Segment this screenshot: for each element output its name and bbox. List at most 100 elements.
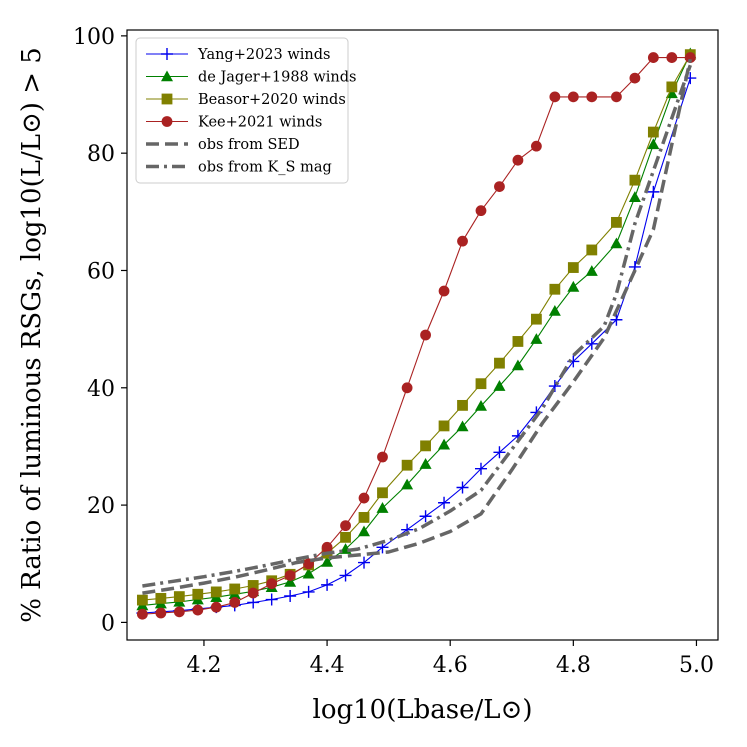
y-tick-label: 60 xyxy=(87,259,115,284)
data-point-square xyxy=(229,583,241,595)
data-point-square xyxy=(647,126,659,138)
data-point-triangle xyxy=(511,359,524,371)
legend-box xyxy=(135,37,349,184)
data-point-circle xyxy=(457,235,468,247)
data-point-circle xyxy=(512,154,524,166)
data-point-square xyxy=(611,216,622,228)
data-point-square xyxy=(567,262,579,273)
data-point-circle xyxy=(401,382,413,394)
x-tick-label: 4.8 xyxy=(556,653,591,678)
data-point-plus xyxy=(438,496,451,509)
x-tick-label: 4.2 xyxy=(186,653,221,678)
data-point-square xyxy=(475,378,487,390)
data-point-square xyxy=(420,440,431,452)
data-point-triangle xyxy=(161,70,173,82)
data-point-triangle xyxy=(321,555,334,567)
y-tick-label: 40 xyxy=(87,377,115,402)
data-point-plus xyxy=(419,510,432,523)
legend-label: obs from SED xyxy=(198,137,300,153)
data-point-circle xyxy=(192,604,204,616)
data-point-plus xyxy=(161,48,173,60)
data-point-circle xyxy=(321,541,333,553)
data-point-triangle xyxy=(376,502,389,513)
data-point-circle xyxy=(229,597,241,608)
data-point-triangle xyxy=(474,399,487,411)
data-point-square xyxy=(586,244,598,256)
data-point-square xyxy=(457,399,468,411)
data-point-triangle xyxy=(628,191,641,202)
data-point-plus xyxy=(474,462,487,475)
data-point-circle xyxy=(684,52,696,63)
data-point-circle xyxy=(340,520,351,532)
x-tick-label: 4.6 xyxy=(433,653,468,678)
data-point-triangle xyxy=(585,265,598,276)
data-point-square xyxy=(530,313,542,325)
data-point-plus xyxy=(302,585,315,598)
x-axis: 4.2 4.4 4.6 4.8 5.0 xyxy=(186,640,714,678)
legend: Yang+2023 winds de Jager+1988 winds Beasor… xyxy=(135,37,357,184)
data-point-square xyxy=(666,81,678,93)
data-point-triangle xyxy=(567,280,580,292)
y-tick-label: 80 xyxy=(87,142,115,167)
data-point-square xyxy=(549,283,561,295)
data-point-square xyxy=(136,594,148,606)
data-point-triangle xyxy=(456,420,469,432)
series-beasor-2020-winds xyxy=(136,49,696,606)
data-point-triangle xyxy=(302,567,315,579)
data-point-circle xyxy=(475,205,487,217)
data-point-square xyxy=(161,93,173,105)
data-point-circle xyxy=(358,492,370,504)
data-point-plus xyxy=(284,590,297,603)
data-point-triangle xyxy=(647,138,660,150)
data-point-plus xyxy=(358,556,371,569)
series-kee-2021-winds xyxy=(136,52,696,620)
x-axis-title: log10(Lbase/L⊙) xyxy=(313,695,533,725)
data-point-square xyxy=(210,586,222,598)
x-tick-label: 4.4 xyxy=(310,653,345,678)
data-point-square xyxy=(401,459,413,471)
data-point-plus xyxy=(265,593,278,606)
data-point-circle xyxy=(567,91,579,103)
data-point-circle xyxy=(247,587,259,599)
data-point-triangle xyxy=(401,478,414,490)
series-line xyxy=(142,64,692,588)
data-point-square xyxy=(438,420,450,432)
series-obs-from-k-s-mag xyxy=(142,64,692,588)
data-point-square xyxy=(494,357,505,369)
data-point-circle xyxy=(586,91,598,103)
data-point-triangle xyxy=(419,458,432,469)
data-point-circle xyxy=(530,140,542,152)
data-point-square xyxy=(192,588,204,600)
y-tick-label: 20 xyxy=(87,494,115,519)
data-point-circle xyxy=(494,181,505,193)
legend-label: Kee+2021 winds xyxy=(198,115,322,131)
data-point-plus xyxy=(339,569,352,582)
y-axis: 0 20 40 60 80 100 xyxy=(73,25,127,636)
y-tick-label: 100 xyxy=(73,25,115,50)
data-point-square xyxy=(247,580,259,591)
data-point-circle xyxy=(438,285,450,297)
data-point-plus xyxy=(493,446,506,459)
legend-label: Yang+2023 winds xyxy=(197,47,330,63)
data-point-plus xyxy=(647,185,660,198)
data-point-circle xyxy=(173,606,185,618)
legend-label: de Jager+1988 winds xyxy=(198,70,357,86)
data-point-triangle xyxy=(284,575,297,587)
data-point-plus xyxy=(321,578,334,591)
data-point-square xyxy=(512,336,524,347)
data-point-square xyxy=(629,174,641,186)
data-point-circle xyxy=(666,52,678,63)
data-point-square xyxy=(377,487,388,499)
y-tick-label: 0 xyxy=(101,611,115,636)
data-point-circle xyxy=(136,608,148,620)
series-layer xyxy=(136,47,697,620)
data-point-circle xyxy=(266,578,278,590)
data-point-square xyxy=(340,531,351,543)
data-point-circle xyxy=(629,72,641,84)
data-point-triangle xyxy=(548,304,561,316)
plot-frame xyxy=(126,29,719,641)
data-point-triangle xyxy=(358,525,371,537)
legend-label: Beasor+2020 winds xyxy=(198,92,346,108)
data-point-circle xyxy=(155,607,167,619)
data-point-plus xyxy=(456,481,469,494)
